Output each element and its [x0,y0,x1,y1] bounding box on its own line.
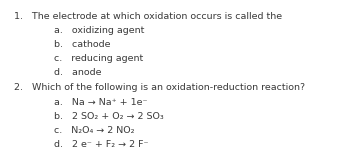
Text: b.   2 SO₂ + O₂ → 2 SO₃: b. 2 SO₂ + O₂ → 2 SO₃ [54,112,164,121]
Text: 1.   The electrode at which oxidation occurs is called the: 1. The electrode at which oxidation occu… [14,12,282,21]
Text: c.   reducing agent: c. reducing agent [54,54,144,63]
Text: a.   oxidizing agent: a. oxidizing agent [54,26,145,35]
Text: b.   cathode: b. cathode [54,40,111,49]
Text: 2.   Which of the following is an oxidation-reduction reaction?: 2. Which of the following is an oxidatio… [14,84,305,93]
Text: d.   anode: d. anode [54,68,102,77]
Text: a.   Na → Na⁺ + 1e⁻: a. Na → Na⁺ + 1e⁻ [54,98,148,107]
Text: c.   N₂O₄ → 2 NO₂: c. N₂O₄ → 2 NO₂ [54,126,135,135]
Text: d.   2 e⁻ + F₂ → 2 F⁻: d. 2 e⁻ + F₂ → 2 F⁻ [54,140,149,149]
